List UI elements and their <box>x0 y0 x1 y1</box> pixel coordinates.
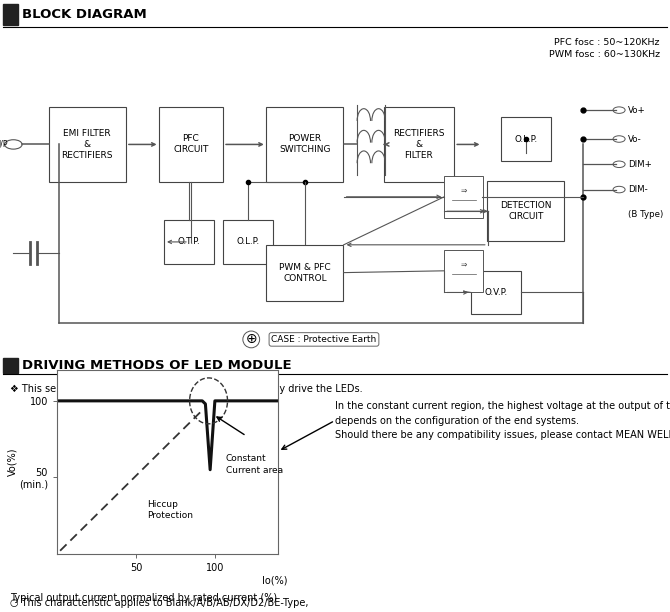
Circle shape <box>5 140 22 149</box>
Text: Vo-: Vo- <box>628 135 642 144</box>
Text: PWM & PFC
CONTROL: PWM & PFC CONTROL <box>279 263 331 283</box>
Text: ○ This characteristic applies to Blank/A/B/AB/DX/D2/BE-Type,
   For DA-Type, the: ○ This characteristic applies to Blank/A… <box>10 598 309 612</box>
Bar <box>3 4 18 25</box>
Text: O.T.P.: O.T.P. <box>178 237 200 247</box>
Text: DRIVING METHODS OF LED MODULE: DRIVING METHODS OF LED MODULE <box>22 359 291 372</box>
Text: O.L.P.: O.L.P. <box>237 237 259 247</box>
Bar <box>383 106 454 182</box>
Bar <box>163 220 214 264</box>
Bar <box>501 118 551 161</box>
Bar <box>444 250 483 291</box>
Bar <box>266 106 343 182</box>
Text: Io(%): Io(%) <box>262 575 287 585</box>
Text: EMI FILTER
&
RECTIFIERS: EMI FILTER & RECTIFIERS <box>62 129 113 160</box>
Text: I/P: I/P <box>0 140 8 149</box>
Bar <box>266 245 343 300</box>
Text: PFC
CIRCUIT: PFC CIRCUIT <box>174 135 208 154</box>
Text: DIM-: DIM- <box>628 185 647 194</box>
Bar <box>3 358 18 373</box>
Text: ❖ This series works in constant current mode to directly drive the LEDs.: ❖ This series works in constant current … <box>10 384 362 394</box>
Text: (B Type): (B Type) <box>628 211 663 219</box>
Text: O.V.P.: O.V.P. <box>484 288 507 297</box>
Text: Vo(%): Vo(%) <box>8 448 17 476</box>
Text: $\Rightarrow$: $\Rightarrow$ <box>459 259 468 268</box>
Text: CASE : Protective Earth: CASE : Protective Earth <box>271 335 377 344</box>
Text: DETECTION
CIRCUIT: DETECTION CIRCUIT <box>500 201 551 222</box>
Text: Typical output current normalized by rated current (%): Typical output current normalized by rat… <box>10 592 277 603</box>
Text: Vo+: Vo+ <box>628 106 645 114</box>
Circle shape <box>613 136 625 142</box>
Text: DIM+: DIM+ <box>628 160 652 169</box>
Text: POWER
SWITCHING: POWER SWITCHING <box>279 135 330 154</box>
Text: PFC fosc : 50~120KHz
PWM fosc : 60~130KHz: PFC fosc : 50~120KHz PWM fosc : 60~130KH… <box>549 38 660 59</box>
Bar <box>488 181 564 241</box>
Text: ⊕: ⊕ <box>245 332 257 346</box>
Bar <box>49 106 126 182</box>
Text: Constant
Current area: Constant Current area <box>226 454 283 474</box>
Bar <box>222 220 273 264</box>
Text: Hiccup
Protection: Hiccup Protection <box>147 501 193 520</box>
Text: $\Rightarrow$: $\Rightarrow$ <box>459 185 468 194</box>
Text: BLOCK DIAGRAM: BLOCK DIAGRAM <box>22 8 147 21</box>
Text: O.L.P.: O.L.P. <box>515 135 537 144</box>
Bar <box>159 106 223 182</box>
Circle shape <box>613 161 625 168</box>
Text: In the constant current region, the highest voltage at the output of the driver
: In the constant current region, the high… <box>335 401 670 440</box>
Text: RECTIFIERS
&
FILTER: RECTIFIERS & FILTER <box>393 129 444 160</box>
Bar <box>470 271 521 314</box>
Bar <box>444 176 483 217</box>
Circle shape <box>613 186 625 193</box>
Circle shape <box>613 107 625 113</box>
